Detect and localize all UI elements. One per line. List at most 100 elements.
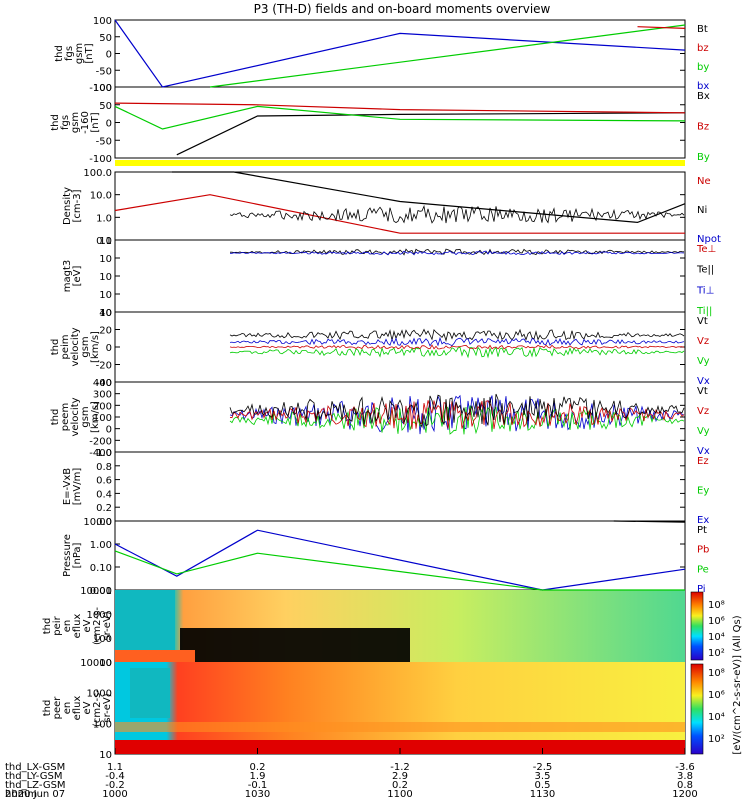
legend-entry: by [697,62,709,73]
y-tick-label: -50 [96,66,112,77]
y-tick-label: 10000 [80,586,112,597]
ion-spectrogram [115,590,685,662]
x-tick-label: 0.2 [250,762,266,773]
legend-entry: Npot [697,234,721,245]
legend-entry: Vz [697,336,709,347]
y-tick-label: 100 [93,413,112,424]
x-tick-label: 3.8 [677,771,693,782]
colorbar-ticks: 10⁸ 10⁶ 10⁴ 10² 10⁸ 10⁶ 10⁴ 10² [708,600,725,745]
y-axis-label: thd [54,45,65,62]
noise-trace [229,346,685,359]
y-axis-label: [nT] [84,43,95,63]
panel-frame [114,520,686,591]
legend-entry: Pt [697,525,707,536]
y-tick-label: 10.00 [83,517,112,528]
date-label: 2020 Jun 07 [5,789,65,800]
y-tick-label: 0 [106,343,112,354]
y-axis-label: eV [82,619,93,632]
y-axis-label: thd [50,114,61,131]
colorbar-tick: 10² [708,734,725,745]
y-axis-label: [nT] [90,112,101,132]
y-axis-label: gsm [74,43,85,64]
noise-trace [229,405,685,435]
y-tick-label: 100 [93,634,112,645]
series-line-By [114,105,686,130]
x-row-name: thd_LY-GSM [5,771,62,782]
legend-entry: Vz [697,406,709,417]
series-group [114,19,686,591]
colorbar-label: [eV/(cm^2-s-sr-eV)] (All Qs) [732,615,743,754]
y-axis-label: velocity [70,327,81,366]
y-tick-label: 50 [99,101,112,112]
noise-trace [229,400,685,430]
x-tick-label: 0.5 [535,780,551,791]
y-tick-label: 300 [93,390,112,401]
legend-entry: Ez [697,456,709,467]
y-axis-label: [cm-3] [72,189,83,222]
y-axis-label: eflux [72,614,83,639]
x-tick-label: 0.8 [677,780,693,791]
series-line-Ne [114,194,685,234]
electron-spectrogram [115,662,685,754]
panel-frame [114,171,686,241]
legend-entry: bx [697,81,709,92]
y-axis-label: thd [42,618,53,635]
y-axis-label: eV [82,701,93,714]
y-tick-label: 10 [99,254,112,265]
y-tick-label: 0.6 [96,476,112,487]
x-tick-label: 0.2 [392,780,408,791]
y-tick-label: 0 [106,425,112,436]
legend-entry: Vy [697,356,710,367]
series-line-Bz [114,102,686,114]
x-tick-label: 1.9 [250,771,266,782]
panel-p7: 1.0 0.8 0.6 0.4 0.2 0.0 E=-VxB [mV/m] Ez Ey Ex [62,448,709,528]
x-tick-label: 1130 [530,789,555,800]
y-tick-label: 100 [93,719,112,730]
colorbar-tick: 10⁸ [708,600,725,611]
series-line-Bx [176,112,686,156]
series-line-Ni [172,171,686,224]
x-tick-label: 1030 [245,789,270,800]
panel-frame [114,451,686,522]
y-axis-label: [eV] [72,266,83,287]
colorbar-tick: 10⁴ [708,712,725,723]
status-bar [115,160,685,166]
legend-entry: bz [697,43,709,54]
y-tick-label: 100.0 [83,168,112,179]
y-tick-label: 0.0 [96,517,112,528]
y-axis-label: Density [62,187,73,225]
colorbar-tick: 10⁸ [708,668,725,679]
y-tick-label: 200 [93,401,112,412]
y-tick-label: 10000 [80,658,112,669]
y-axis-label: peem [60,403,71,431]
x-row-name: thd_LX-GSM [5,762,65,773]
y-tick-label: 100 [93,16,112,27]
panel-frame [114,239,686,313]
legend-entry: Ti⊥ [696,285,714,296]
legend-entry: Vy [697,426,710,437]
y-tick-label: -100 [89,154,112,165]
figure-title: P3 (TH-D) fields and on-board moments ov… [254,2,551,16]
y-tick-label: 10.0 [90,191,112,202]
legend-entry: Pb [697,545,709,556]
legend-entry: Bt [697,24,708,35]
series-line-Pt [613,520,686,523]
y-axis-label: en [62,702,73,715]
series-line-by [209,24,686,88]
noise-trace [229,204,685,224]
legend-entry: Pi [697,584,706,595]
y-tick-label: 0.8 [96,462,112,473]
y-tick-label: 10 [99,236,112,247]
y-axis-label: peim [60,334,71,359]
y-axis-label: [nPa] [72,542,83,568]
y-axis-label: thd [50,409,61,426]
noise-trace [229,393,685,429]
y-tick-label: 10 [99,308,112,319]
panel-frame [114,19,686,88]
y-axis-label: [km/s] [90,331,101,363]
y-axis-label: peer [52,696,63,720]
x-tick-label: -0.4 [105,771,125,782]
legend-entry: Vx [697,446,710,457]
legend-entry: Te⊥ [696,244,716,255]
